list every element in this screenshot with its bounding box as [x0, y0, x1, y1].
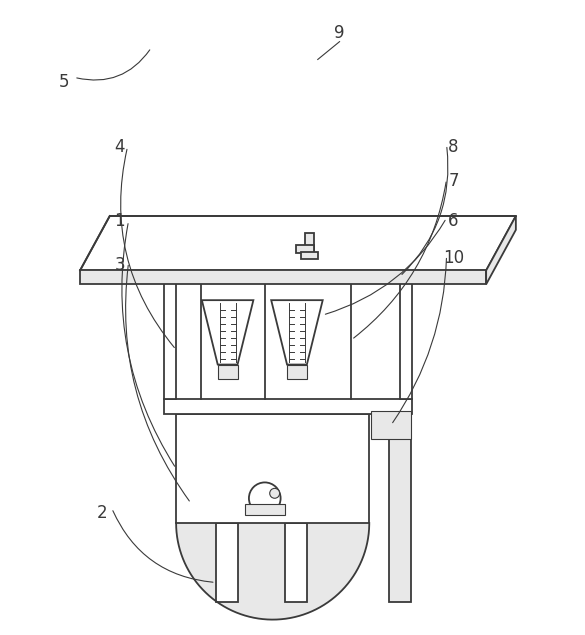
Text: 10: 10	[443, 248, 464, 267]
Bar	[245, 504, 284, 515]
Bar	[287, 364, 307, 379]
Bar	[164, 271, 176, 399]
Bar	[285, 523, 307, 602]
Circle shape	[270, 488, 280, 498]
Bar	[371, 411, 411, 439]
Text: 4: 4	[115, 138, 125, 156]
Bar	[305, 233, 314, 253]
Text: 2: 2	[97, 504, 107, 522]
Text: 6: 6	[448, 212, 459, 230]
Polygon shape	[202, 300, 253, 364]
Text: 5: 5	[59, 73, 70, 91]
Text: 8: 8	[448, 138, 459, 156]
Text: 3: 3	[114, 257, 125, 274]
Bar	[400, 271, 412, 399]
Polygon shape	[486, 216, 516, 284]
Bar	[164, 399, 412, 414]
Polygon shape	[80, 271, 486, 284]
Bar	[164, 271, 412, 283]
Bar	[176, 414, 369, 523]
Bar	[218, 364, 238, 379]
Text: 9: 9	[334, 23, 345, 42]
Bar	[216, 523, 238, 602]
Bar	[389, 424, 411, 602]
Polygon shape	[271, 300, 323, 364]
Bar	[296, 244, 314, 253]
Polygon shape	[80, 216, 516, 271]
Text: 7: 7	[448, 172, 459, 190]
Text: 1: 1	[114, 212, 125, 230]
Bar	[301, 251, 318, 258]
Polygon shape	[176, 523, 369, 620]
Circle shape	[249, 483, 281, 514]
